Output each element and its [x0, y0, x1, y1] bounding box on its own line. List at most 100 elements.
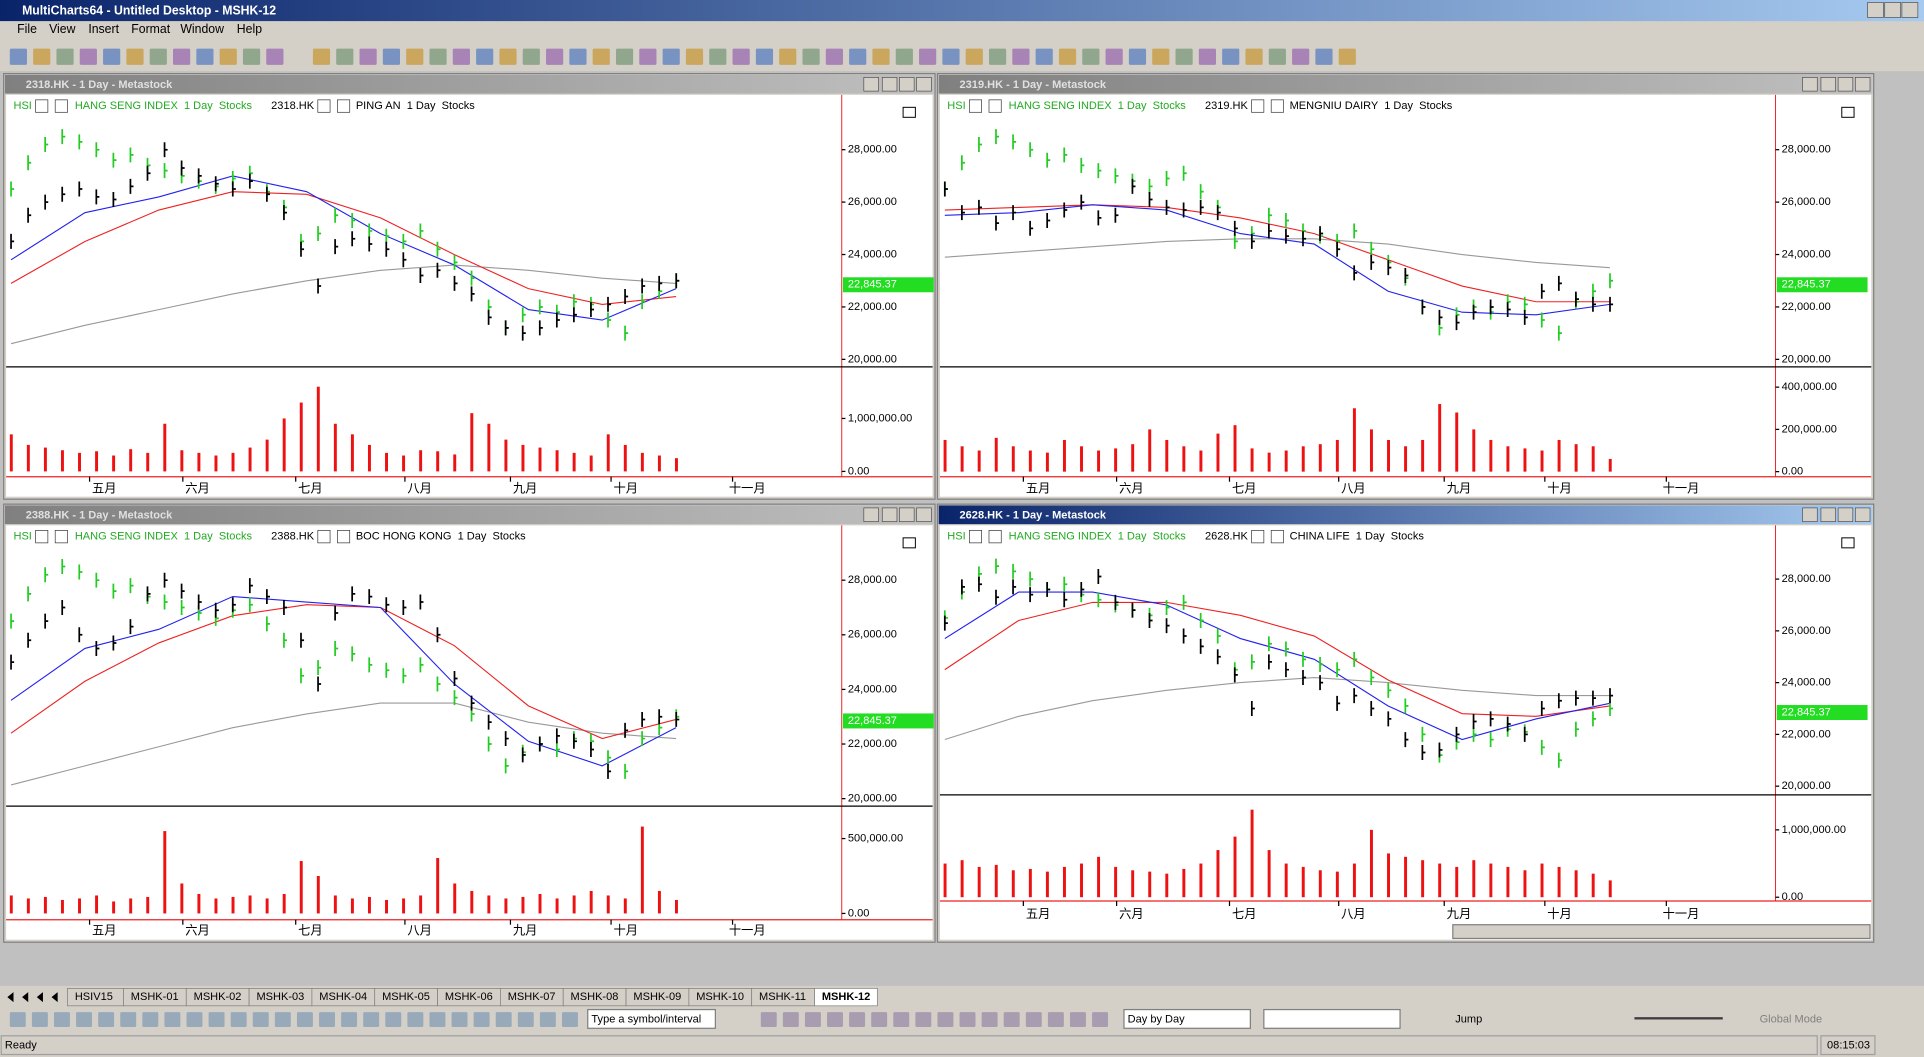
drawing-tool[interactable]: [539, 1012, 556, 1028]
tab-label[interactable]: MSHK-01: [131, 991, 179, 1003]
drawing-tool[interactable]: [319, 1012, 335, 1028]
drawing-tool[interactable]: [53, 1012, 70, 1028]
scrollbar[interactable]: [1452, 924, 1871, 940]
drawing-tool[interactable]: [274, 1012, 291, 1028]
study-tool[interactable]: [937, 1012, 954, 1028]
toolbar-button[interactable]: [709, 48, 727, 65]
toolbar-button[interactable]: [872, 48, 890, 65]
chart-menu-icon[interactable]: [1841, 106, 1855, 118]
legend-dropdown[interactable]: [1251, 99, 1265, 113]
legend-dropdown[interactable]: [35, 99, 49, 113]
study-tool[interactable]: [915, 1012, 932, 1028]
legend-dropdown[interactable]: [988, 529, 1002, 544]
drawing-tool[interactable]: [120, 1012, 137, 1028]
panel-button[interactable]: [1802, 77, 1818, 92]
window-button[interactable]: [1884, 2, 1901, 18]
toolbar-button[interactable]: [919, 48, 937, 65]
drawing-tool[interactable]: [31, 1012, 48, 1028]
study-tool[interactable]: [782, 1012, 799, 1028]
toolbar-button[interactable]: [546, 48, 564, 65]
tab-label[interactable]: MSHK-06: [445, 991, 493, 1003]
toolbar-button[interactable]: [103, 48, 121, 65]
toolbar-button[interactable]: [429, 48, 447, 65]
study-tool[interactable]: [760, 1012, 777, 1028]
toolbar-button[interactable]: [825, 48, 843, 65]
panel-button[interactable]: [1802, 507, 1818, 522]
toolbar-button[interactable]: [732, 48, 750, 65]
toolbar-button[interactable]: [895, 48, 913, 65]
study-tool[interactable]: [981, 1012, 998, 1028]
toolbar-button[interactable]: [1082, 48, 1100, 65]
legend-dropdown[interactable]: [54, 99, 68, 113]
toolbar-button[interactable]: [1268, 48, 1286, 65]
tab-label[interactable]: MSHK-02: [194, 991, 242, 1003]
menu-item[interactable]: File: [17, 22, 37, 36]
menu-item[interactable]: Window: [180, 22, 224, 36]
tab-nav-arrow[interactable]: [51, 992, 58, 1003]
window-button[interactable]: [1901, 2, 1919, 18]
toolbar-button[interactable]: [1175, 48, 1193, 65]
drawing-tool[interactable]: [341, 1012, 358, 1028]
legend-dropdown[interactable]: [1270, 529, 1284, 544]
toolbar-button[interactable]: [79, 48, 97, 65]
toolbar-button[interactable]: [779, 48, 797, 65]
panel-button[interactable]: [881, 77, 898, 92]
chart-menu-icon[interactable]: [902, 106, 916, 118]
toolbar-button[interactable]: [1012, 48, 1030, 65]
toolbar-button[interactable]: [1152, 48, 1170, 65]
toolbar-button[interactable]: [615, 48, 634, 65]
legend-dropdown[interactable]: [337, 99, 351, 113]
panel-button[interactable]: [1820, 507, 1836, 522]
tab-nav-arrow[interactable]: [22, 992, 29, 1003]
drawing-tool[interactable]: [296, 1012, 313, 1028]
toolbar-button[interactable]: [802, 48, 820, 65]
chart-menu-icon[interactable]: [1841, 537, 1855, 549]
drawing-tool[interactable]: [473, 1012, 490, 1028]
legend-dropdown[interactable]: [54, 529, 68, 544]
toolbar-button[interactable]: [173, 48, 191, 65]
toolbar-button[interactable]: [312, 48, 331, 65]
panel-button[interactable]: [899, 77, 915, 92]
drawing-tool[interactable]: [429, 1012, 446, 1028]
global-mode-button[interactable]: Global Mode: [1760, 1013, 1823, 1025]
toolbar-button[interactable]: [266, 48, 284, 65]
tab-label[interactable]: MSHK-10: [696, 991, 744, 1003]
drawing-tool[interactable]: [363, 1012, 380, 1028]
toolbar-button[interactable]: [1292, 48, 1310, 65]
panel-button[interactable]: [881, 507, 898, 522]
mode-box[interactable]: [1123, 1008, 1251, 1029]
drawing-tool[interactable]: [230, 1012, 247, 1028]
drawing-tool[interactable]: [495, 1012, 512, 1028]
legend-dropdown[interactable]: [1251, 529, 1265, 544]
tab-label[interactable]: MSHK-05: [382, 991, 430, 1003]
toolbar-button[interactable]: [452, 48, 470, 65]
toolbar-button[interactable]: [1105, 48, 1123, 65]
drawing-tool[interactable]: [252, 1012, 269, 1028]
toolbar-button[interactable]: [685, 48, 704, 65]
tab-label[interactable]: MSHK-12: [822, 991, 870, 1003]
drawing-tool[interactable]: [385, 1012, 402, 1028]
panel-button[interactable]: [1820, 77, 1836, 92]
toolbar-button[interactable]: [9, 48, 27, 65]
toolbar-button[interactable]: [499, 48, 517, 65]
panel-button[interactable]: [1854, 507, 1871, 522]
tab-label[interactable]: MSHK-08: [571, 991, 619, 1003]
study-tool[interactable]: [959, 1012, 976, 1028]
drawing-tool[interactable]: [517, 1012, 534, 1028]
panel-button[interactable]: [1837, 77, 1854, 92]
toolbar-button[interactable]: [1058, 48, 1077, 65]
window-button[interactable]: [1867, 2, 1884, 18]
legend-dropdown[interactable]: [337, 529, 351, 544]
toolbar-button[interactable]: [942, 48, 960, 65]
study-tool[interactable]: [804, 1012, 821, 1028]
panel-button[interactable]: [863, 77, 879, 92]
toolbar-button[interactable]: [522, 48, 540, 65]
tab[interactable]: [814, 987, 878, 1007]
toolbar-button[interactable]: [755, 48, 774, 65]
tab-label[interactable]: MSHK-03: [256, 991, 304, 1003]
drawing-tool[interactable]: [142, 1012, 159, 1028]
drawing-tool[interactable]: [186, 1012, 203, 1028]
toolbar-button[interactable]: [639, 48, 657, 65]
study-tool[interactable]: [1047, 1012, 1064, 1028]
drawing-tool[interactable]: [164, 1012, 181, 1028]
